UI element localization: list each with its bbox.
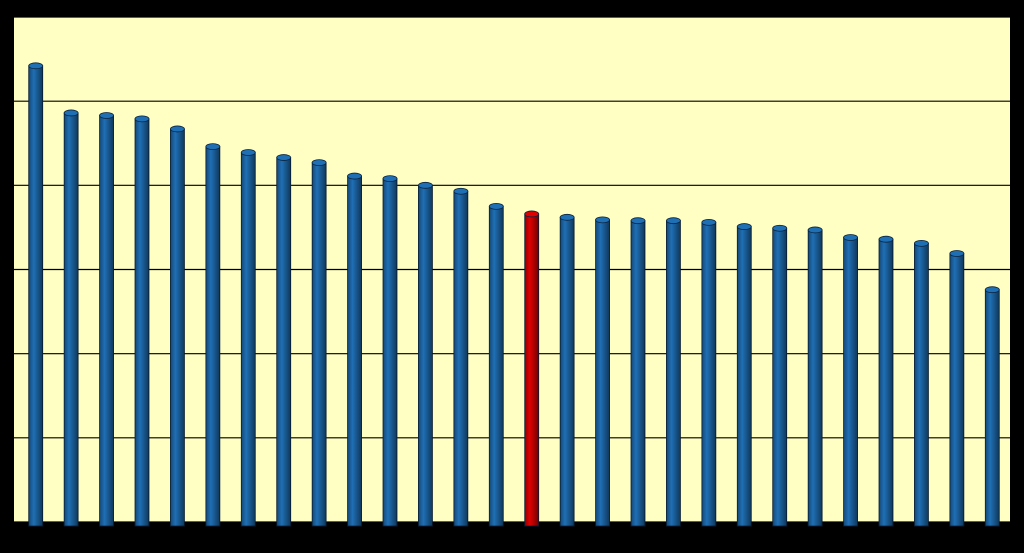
bar-shade [737, 226, 752, 526]
bar-top [347, 172, 362, 180]
bar-shade [347, 176, 362, 526]
bar [347, 172, 362, 527]
bar-shade [170, 128, 185, 527]
bar [736, 223, 752, 527]
bar-shade [383, 178, 397, 526]
bar [914, 240, 929, 527]
bar [240, 149, 256, 527]
bar-top [772, 224, 788, 232]
bar-shade [631, 220, 645, 526]
bar-shade [453, 191, 468, 526]
bar [984, 286, 1000, 527]
bar-shade [560, 217, 575, 527]
bar-top [311, 159, 327, 167]
bar-shade [808, 229, 823, 527]
bar [772, 224, 788, 527]
bar-top [170, 125, 185, 133]
bar-top [63, 109, 79, 117]
bar-shade [418, 185, 433, 527]
bar-top [524, 210, 540, 218]
bar [843, 234, 858, 527]
bar-shade [276, 157, 291, 526]
bar-top [488, 202, 504, 210]
bar [382, 175, 398, 527]
bar-shade [879, 239, 893, 526]
bar [418, 181, 433, 527]
bar [524, 210, 540, 527]
bar [630, 217, 646, 527]
bar-shade [595, 219, 610, 526]
bar-top [630, 217, 646, 225]
bar-top [205, 143, 221, 151]
bar-top [595, 216, 610, 224]
bar-shade [28, 65, 43, 527]
bar-shade [666, 220, 681, 526]
bar-top [418, 181, 433, 189]
bar-top [28, 62, 44, 70]
bar [311, 159, 327, 527]
bar [488, 202, 504, 527]
bar-shade [843, 237, 858, 526]
bar-top [382, 175, 398, 183]
plot-area [14, 17, 1010, 531]
bar-shade [99, 115, 114, 526]
bar [28, 62, 44, 527]
bar [559, 213, 575, 527]
bar-top [666, 217, 681, 225]
bar [276, 154, 292, 527]
bar-top [240, 149, 256, 156]
bar-shade [524, 213, 539, 526]
bar-shade [241, 152, 256, 526]
bar-top [878, 235, 894, 243]
bar-top [701, 218, 717, 226]
bar-top [949, 250, 965, 257]
bar-shade [64, 112, 79, 526]
bar [134, 115, 150, 527]
bar-shade [135, 118, 149, 526]
bar [99, 112, 114, 527]
bar-top [99, 112, 114, 119]
bar [878, 235, 894, 527]
bar-shade [312, 162, 327, 526]
bar [170, 125, 185, 527]
bar-top [453, 187, 469, 195]
bar-shade [489, 206, 504, 526]
bar [595, 216, 610, 527]
bar-shade [205, 146, 220, 526]
floor [14, 522, 1010, 531]
bar [701, 218, 717, 527]
bar [453, 187, 469, 527]
bar [666, 217, 681, 527]
bar [205, 143, 221, 527]
bar-top [843, 234, 858, 241]
bar-top [914, 240, 929, 247]
bar-top [807, 226, 823, 234]
bar [63, 109, 79, 527]
bar-shade [701, 222, 716, 526]
bar-top [559, 213, 575, 221]
bar-shade [914, 243, 929, 527]
bar-top [984, 286, 1000, 294]
bar-top [134, 115, 150, 123]
bar-top [276, 154, 292, 161]
bar [949, 250, 965, 527]
bar-top [736, 223, 752, 230]
bar-shade [772, 228, 787, 526]
bar-shade [985, 289, 1000, 526]
bar [807, 226, 823, 527]
bar-shade [949, 253, 964, 526]
